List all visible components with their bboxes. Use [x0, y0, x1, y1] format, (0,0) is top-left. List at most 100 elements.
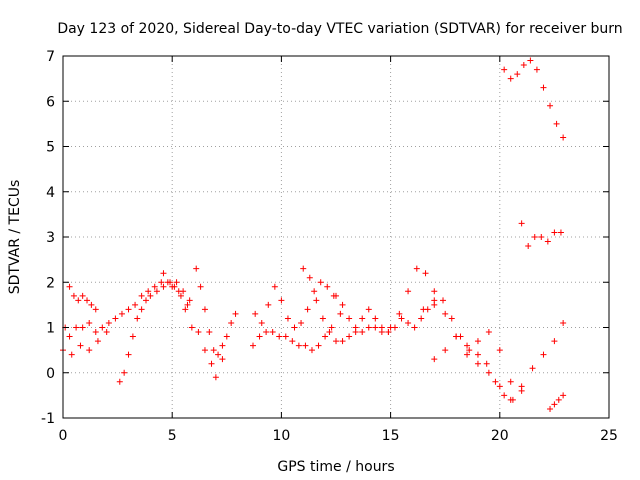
data-point: [208, 360, 215, 367]
data-point: [540, 84, 547, 91]
data-point: [396, 310, 403, 317]
data-point: [514, 71, 521, 78]
data-point: [474, 360, 481, 367]
data-point: [180, 288, 187, 295]
data-point: [66, 283, 73, 290]
data-point: [147, 292, 154, 299]
series-track-l: [387, 265, 525, 403]
y-axis-label: SDTVAR / TECUs: [7, 180, 23, 295]
data-point: [540, 351, 547, 358]
data-point: [77, 342, 84, 349]
data-point: [70, 292, 77, 299]
data-point: [300, 265, 307, 272]
data-point: [79, 324, 86, 331]
data-point: [188, 324, 195, 331]
y-tick-label: 4: [46, 185, 55, 201]
series-track-c: [68, 329, 110, 358]
data-point: [142, 297, 149, 304]
data-point: [138, 306, 145, 313]
data-point: [212, 374, 219, 381]
data-point: [201, 347, 208, 354]
data-point: [193, 265, 200, 272]
data-point: [317, 279, 324, 286]
data-point: [333, 338, 339, 345]
data-point: [418, 315, 425, 322]
series-track-p: [518, 220, 564, 250]
data-point: [507, 378, 514, 385]
data-point: [210, 347, 217, 354]
data-point: [160, 283, 167, 290]
data-point: [507, 396, 514, 403]
data-point: [507, 75, 514, 82]
data-point: [352, 329, 359, 336]
data-point: [319, 315, 326, 322]
data-point: [553, 120, 560, 127]
x-tick-label: 10: [272, 428, 290, 444]
data-point: [289, 338, 296, 345]
data-point: [474, 338, 481, 345]
data-point: [551, 338, 558, 345]
data-point: [68, 351, 75, 358]
data-point: [518, 220, 525, 227]
grid: [63, 56, 609, 418]
data-point: [276, 333, 283, 340]
series-track-i: [252, 279, 344, 331]
data-point: [442, 347, 449, 354]
data-point: [195, 329, 202, 336]
data-point: [184, 301, 191, 308]
data-point: [466, 347, 473, 354]
data-point: [387, 324, 394, 331]
data-point: [153, 288, 160, 295]
data-point: [75, 297, 82, 304]
data-point: [560, 392, 567, 399]
data-point: [496, 347, 503, 354]
data-points: [60, 57, 567, 412]
data-point: [151, 283, 158, 290]
data-point: [431, 356, 438, 363]
data-point: [252, 310, 259, 317]
data-point: [496, 383, 503, 390]
series-track-a: [60, 279, 191, 354]
y-tick-label: -1: [41, 411, 55, 427]
data-point: [372, 315, 379, 322]
data-point: [440, 297, 447, 304]
data-point: [538, 234, 545, 240]
y-tick-label: 0: [46, 366, 55, 382]
x-tick-label: 5: [168, 428, 177, 444]
data-point: [271, 283, 278, 290]
data-point: [483, 360, 490, 367]
data-point: [116, 378, 123, 385]
data-point: [232, 310, 239, 317]
data-point: [278, 297, 285, 304]
data-point: [326, 329, 333, 336]
data-point: [547, 102, 554, 109]
data-point: [129, 333, 136, 340]
data-point: [557, 229, 564, 236]
data-point: [304, 306, 311, 313]
data-point: [560, 134, 567, 141]
data-point: [86, 347, 93, 354]
data-point: [173, 279, 180, 286]
data-point: [298, 319, 305, 326]
data-point: [201, 306, 208, 313]
data-point: [365, 306, 372, 313]
data-point: [518, 383, 525, 390]
data-point: [544, 238, 551, 245]
data-point: [533, 66, 540, 73]
data-point: [359, 329, 366, 336]
data-point: [464, 342, 471, 349]
data-point: [339, 301, 346, 308]
data-point: [420, 306, 427, 313]
y-tick-label: 1: [46, 321, 55, 337]
data-point: [282, 333, 289, 340]
data-point: [219, 356, 226, 363]
series-track-d: [116, 283, 195, 385]
data-point: [256, 333, 263, 340]
data-point: [99, 324, 106, 331]
data-point: [206, 329, 213, 336]
data-point: [405, 288, 412, 295]
x-tick-label: 0: [59, 428, 68, 444]
data-point: [324, 283, 331, 290]
